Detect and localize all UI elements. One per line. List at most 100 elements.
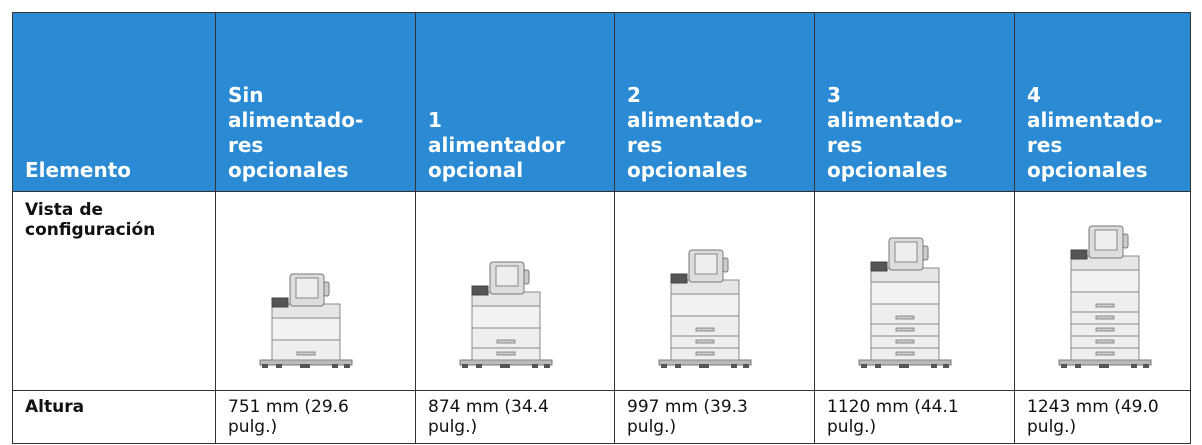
table-cell — [1014, 191, 1191, 391]
printer-part — [495, 265, 519, 287]
header-line: res — [228, 133, 264, 157]
table-cell — [215, 191, 416, 391]
printer-part — [870, 303, 940, 325]
printer-illustration — [259, 273, 353, 368]
printer-part — [323, 281, 330, 297]
printer-part — [295, 277, 319, 299]
printer-part — [1095, 351, 1115, 356]
printer-part — [1122, 233, 1129, 249]
printer-part — [931, 364, 937, 368]
printer-part — [296, 351, 316, 356]
printer-part — [870, 261, 888, 272]
printer-illustration — [459, 261, 553, 368]
printer-part — [462, 364, 468, 368]
printer-part — [523, 269, 530, 285]
header-line: alimentado- — [228, 108, 364, 132]
header-line: alimentador — [428, 133, 565, 157]
printer-part — [695, 339, 715, 344]
printer-part — [276, 364, 282, 368]
printer-part — [1075, 364, 1081, 368]
row-label: Altura — [12, 390, 216, 444]
printer-part — [895, 327, 915, 332]
header-line: opcionales — [627, 158, 748, 182]
header-line: opcionales — [228, 158, 349, 182]
table-cell: 1120 mm (44.1 pulg.) — [814, 390, 1015, 444]
printer-illustration — [658, 249, 752, 368]
printer-part — [1070, 249, 1088, 260]
printer-part — [943, 364, 949, 368]
spec-table: Elemento Sin alimentado-res opcionales 1 alim… — [12, 12, 1191, 444]
printer-part — [731, 364, 737, 368]
printer-part — [694, 253, 718, 275]
header-cell: Elemento — [12, 12, 216, 192]
header-cell: 3 alimentado-res opcionales — [814, 12, 1015, 192]
printer-part — [895, 339, 915, 344]
header-row: Elemento Sin alimentado-res opcionales 1 alim… — [12, 12, 1191, 192]
printer-part — [670, 293, 740, 317]
header-line: res — [1027, 133, 1063, 157]
header-line: 4 — [1027, 83, 1041, 107]
printer-part — [496, 339, 516, 344]
header-line: Elemento — [25, 158, 132, 182]
printer-part — [699, 364, 709, 368]
header-cell: 2 alimentado-res opcionales — [614, 12, 815, 192]
printer-part — [895, 315, 915, 320]
printer-part — [471, 305, 541, 329]
printer-illustration — [858, 237, 952, 368]
header-line: alimentado- — [827, 108, 963, 132]
printer-part — [544, 364, 550, 368]
printer-part — [496, 351, 516, 356]
printer-part — [262, 364, 268, 368]
printer-part — [532, 364, 538, 368]
header-line: 2 — [627, 83, 641, 107]
table-cell — [415, 191, 615, 391]
table-cell — [814, 191, 1015, 391]
header-cell: 1 alimentador opcional — [415, 12, 615, 192]
printer-part — [661, 364, 667, 368]
printer-part — [332, 364, 338, 368]
printer-part — [1095, 315, 1115, 320]
printer-part — [743, 364, 749, 368]
printer-part — [271, 297, 289, 308]
printer-part — [1070, 269, 1140, 293]
header-line: alimentado- — [627, 108, 763, 132]
table-cell: 997 mm (39.3 pulg.) — [614, 390, 815, 444]
header-line: 1 — [428, 108, 442, 132]
printer-part — [1070, 291, 1140, 313]
printer-part — [300, 364, 310, 368]
table-row: Vista de configuración — [12, 191, 1191, 391]
printer-part — [1099, 364, 1109, 368]
printer-part — [1095, 339, 1115, 344]
printer-part — [271, 317, 341, 341]
printer-part — [1095, 303, 1115, 308]
printer-part — [1095, 327, 1115, 332]
printer-part — [1061, 364, 1067, 368]
printer-part — [675, 364, 681, 368]
printer-part — [894, 241, 918, 263]
printer-part — [670, 273, 688, 284]
header-line: opcionales — [827, 158, 948, 182]
printer-part — [500, 364, 510, 368]
printer-part — [471, 327, 541, 349]
printer-part — [895, 351, 915, 356]
printer-part — [471, 285, 489, 296]
header-cell: 4 alimentado-res opcionales — [1014, 12, 1191, 192]
printer-part — [722, 257, 729, 273]
table-cell: 874 mm (34.4 pulg.) — [415, 390, 615, 444]
printer-part — [1131, 364, 1137, 368]
printer-part — [922, 245, 929, 261]
printer-part — [695, 351, 715, 356]
table-cell: 751 mm (29.6 pulg.) — [215, 390, 416, 444]
printer-part — [271, 339, 341, 361]
header-line: res — [627, 133, 663, 157]
printer-part — [476, 364, 482, 368]
printer-part — [695, 327, 715, 332]
printer-illustration — [1058, 225, 1152, 368]
printer-part — [344, 364, 350, 368]
header-line: alimentado- — [1027, 108, 1163, 132]
table-cell — [614, 191, 815, 391]
printer-part — [670, 315, 740, 337]
printer-part — [899, 364, 909, 368]
header-line: res — [827, 133, 863, 157]
